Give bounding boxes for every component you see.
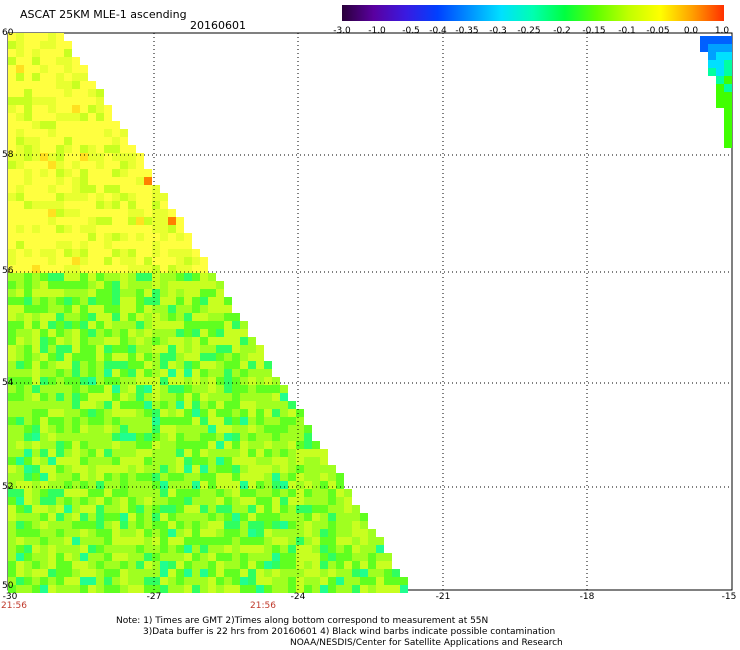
colorbar-label: -0.5: [402, 26, 420, 36]
time-label-2: 21:56: [250, 601, 276, 611]
time-label-1: 21:56: [1, 601, 27, 611]
swath-pixels: [8, 33, 408, 593]
lat-label-56: 56: [2, 266, 14, 276]
lat-label-58: 58: [2, 150, 14, 160]
note-line-1: Note: 1) Times are GMT 2)Times along bot…: [116, 616, 489, 626]
colorbar-label: -0.1: [618, 26, 636, 36]
colorbar-label: -0.25: [517, 26, 541, 36]
lon-label-18w: -18: [579, 592, 595, 602]
colorbar-label: -0.3: [489, 26, 507, 36]
colorbar-label: -0.15: [582, 26, 606, 36]
colorbar-label: 0.0: [683, 26, 699, 36]
corner-swath: [700, 36, 732, 148]
colorbar-gradient: [342, 5, 724, 21]
lat-label-52: 52: [2, 482, 14, 492]
lon-label-24w: -24: [290, 592, 306, 602]
colorbar-label: -1.0: [368, 26, 386, 36]
colorbar-label: -0.05: [646, 26, 670, 36]
lon-label-30w: -30: [2, 592, 18, 602]
lon-label-15w: -15: [721, 592, 737, 602]
colorbar-label: 1.0: [714, 26, 730, 36]
colorbar-label: -0.2: [553, 26, 571, 36]
graticule: [8, 33, 732, 590]
lon-label-21w: -21: [435, 592, 451, 602]
note-line-2: 3)Data buffer is 22 hrs from 20160601 4)…: [143, 627, 556, 637]
colorbar-labels: -3.0 -1.0 -0.5 -0.4 -0.35 -0.3 -0.25 -0.2 -0.15 -…: [330, 26, 730, 38]
map-date: 20160601: [190, 19, 246, 32]
lat-label-60: 60: [2, 28, 14, 38]
colorbar-label: -3.0: [333, 26, 351, 36]
colorbar-label: -0.4: [429, 26, 447, 36]
lon-label-27w: -27: [146, 592, 162, 602]
colorbar-label: -0.35: [455, 26, 479, 36]
lat-label-54: 54: [2, 378, 14, 388]
map-title: ASCAT 25KM MLE-1 ascending: [20, 8, 187, 21]
note-line-3: NOAA/NESDIS/Center for Satellite Applica…: [290, 638, 563, 648]
lat-label-50: 50: [2, 581, 14, 591]
colorbar: [342, 5, 724, 21]
